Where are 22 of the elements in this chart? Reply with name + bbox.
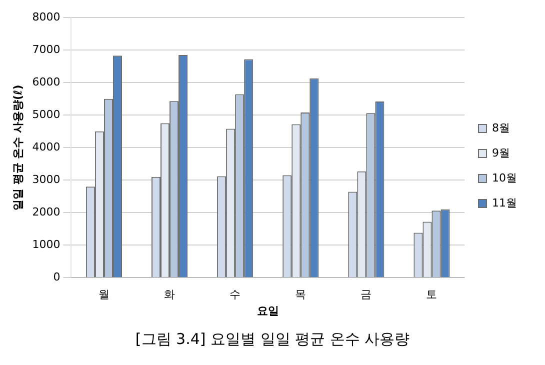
legend-label: 8월 (492, 121, 510, 134)
x-tick-label: 화 (164, 288, 176, 302)
x-axis-title: 요일 (256, 304, 279, 318)
y-tick-label: 0 (53, 270, 60, 284)
x-tick-label: 월 (98, 288, 110, 302)
legend-label: 9월 (492, 146, 510, 160)
x-tick-label: 목 (295, 288, 306, 302)
y-tick-label: 3000 (32, 172, 60, 186)
y-tick-label: 8000 (32, 10, 60, 24)
x-tick-label: 금 (360, 288, 372, 302)
legend-label: 10월 (492, 171, 518, 184)
y-tick-label: 6000 (32, 75, 60, 88)
y-tick-label: 2000 (32, 205, 60, 218)
y-tick-label: 7000 (32, 42, 60, 56)
y-tick-label: 4000 (32, 140, 60, 154)
y-axis-title: 일일 평균 온수 사용량(ℓ) (11, 84, 24, 210)
text: [그림 3.4] 요일별 일일 평균 온수 사용량 (134, 330, 411, 349)
y-tick-label: 5000 (32, 108, 60, 121)
x-tick-label: 토 (426, 288, 438, 302)
legend-label: 11월 (492, 196, 518, 210)
x-tick-label: 수 (230, 288, 241, 302)
y-tick-label: 1000 (32, 238, 60, 251)
